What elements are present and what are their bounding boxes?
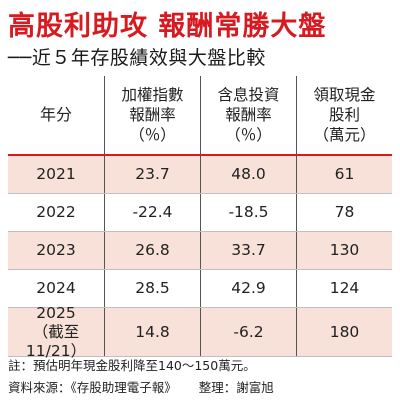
cell-index-return: 23.7	[104, 156, 200, 193]
cell-invest-return: 42.9	[200, 270, 296, 307]
table-row: 2025 （截至11/21） 14.8 -6.2 180	[8, 304, 392, 360]
header-index-return-line3: （％）	[129, 126, 176, 144]
cell-year: 2023	[8, 232, 104, 269]
header-invest-return-line3: （％）	[225, 126, 272, 144]
cell-year-text: 2022	[36, 203, 76, 221]
footnote: 註：預估明年現金股利降至140～150萬元。	[8, 358, 256, 373]
source-text: 資料來源：《存股助理電子報》	[8, 380, 177, 395]
cell-index-return: 14.8	[104, 308, 200, 356]
header-index-return-line2: 報酬率	[129, 106, 176, 124]
header-index-return: 加權指數 報酬率 （％）	[104, 76, 200, 154]
cell-invest-return: 48.0	[200, 156, 296, 193]
comparison-table: 年分 加權指數 報酬率 （％） 含息投資 報酬率 （％） 領取現金 股利 （萬元…	[8, 76, 392, 360]
header-dividend-line2: 股利	[328, 106, 360, 124]
cell-dividend: 78	[296, 194, 392, 231]
page-subtitle: ──近５年存股績效與大盤比較	[8, 47, 266, 69]
header-year-label: 年分	[39, 105, 72, 124]
header-dividend-line1: 領取現金	[313, 86, 376, 104]
table-row: 2022 -22.4 -18.5 78	[8, 194, 392, 232]
cell-year: 2025 （截至11/21）	[8, 304, 104, 360]
header-dividend-line3: （萬元）	[313, 126, 376, 144]
cell-dividend: 180	[296, 308, 392, 356]
cell-dividend: 61	[296, 156, 392, 193]
cell-dividend: 124	[296, 270, 392, 307]
cell-year-text: 2025	[36, 303, 76, 322]
page-title: 高股利助攻 報酬常勝大盤	[8, 11, 327, 42]
header-invest-return-line2: 報酬率	[225, 106, 272, 124]
cell-year-text: 2021	[36, 165, 76, 183]
source-line: 資料來源：《存股助理電子報》 整理：謝富旭	[8, 377, 274, 396]
cell-year: 2022	[8, 194, 104, 231]
table-header-row: 年分 加權指數 報酬率 （％） 含息投資 報酬率 （％） 領取現金 股利 （萬元…	[8, 76, 392, 156]
table-row: 2021 23.7 48.0 61	[8, 156, 392, 194]
cell-index-return: -22.4	[104, 194, 200, 231]
table-row: 2024 28.5 42.9 124	[8, 270, 392, 308]
cell-year: 2024	[8, 270, 104, 307]
cell-year: 2021	[8, 156, 104, 193]
cell-index-return: 26.8	[104, 232, 200, 269]
cell-invest-return: -6.2	[200, 308, 296, 356]
cell-year-text: 2024	[36, 279, 76, 297]
table-row: 2023 26.8 33.7 130	[8, 232, 392, 270]
header-invest-return: 含息投資 報酬率 （％）	[200, 76, 296, 154]
header-index-return-line1: 加權指數	[121, 86, 184, 104]
header-year: 年分	[8, 76, 104, 154]
editor-text: 整理：謝富旭	[198, 380, 274, 395]
header-invest-return-line1: 含息投資	[217, 86, 280, 104]
cell-invest-return: -18.5	[200, 194, 296, 231]
cell-year-note: （截至11/21）	[25, 322, 87, 360]
cell-invest-return: 33.7	[200, 232, 296, 269]
header-dividend: 領取現金 股利 （萬元）	[296, 76, 392, 154]
cell-dividend: 130	[296, 232, 392, 269]
cell-index-return: 28.5	[104, 270, 200, 307]
cell-year-text: 2023	[36, 241, 76, 259]
